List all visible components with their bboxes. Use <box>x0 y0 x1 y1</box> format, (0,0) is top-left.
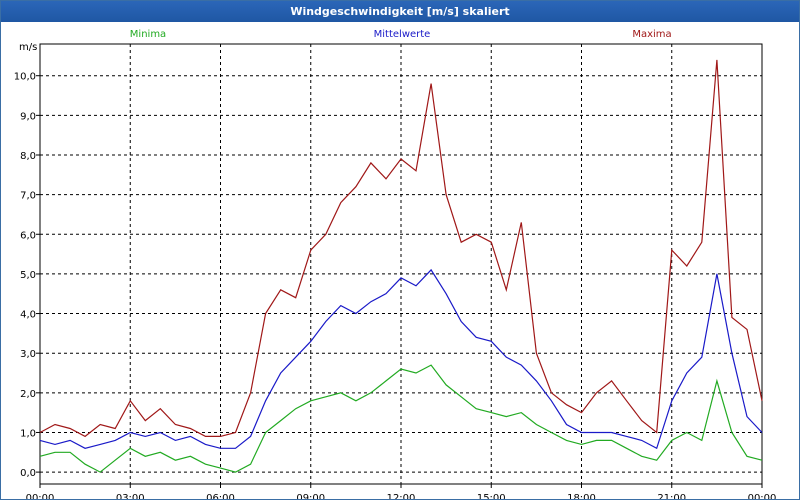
x-tick-time-label: 03:00 <box>116 493 145 499</box>
y-tick-label: 2,0 <box>20 389 36 400</box>
x-tick-time-label: 09:00 <box>296 493 325 499</box>
x-tick-time-label: 15:00 <box>477 493 506 499</box>
x-axis: 00:0029.05.1803:0029.05.1806:0029.05.180… <box>26 484 777 499</box>
series-lines <box>39 59 763 473</box>
series-line-minima <box>39 364 763 473</box>
y-tick-label: 7,0 <box>20 191 36 202</box>
x-tick-time-label: 18:00 <box>567 493 596 499</box>
y-tick-label: 4,0 <box>20 310 36 321</box>
y-axis: 0,0 1,0 2,0 3,0 4,0 5,0 6,0 7,0 8,0 9,0 10,0 <box>14 72 40 479</box>
y-tick-label: 9,0 <box>20 111 36 122</box>
series-line-maxima <box>39 59 763 438</box>
y-tick-label: 1,0 <box>20 428 36 439</box>
x-tick-time-label: 21:00 <box>657 493 686 499</box>
y-tick-label: 6,0 <box>20 230 36 241</box>
x-tick-time-label: 00:00 <box>748 493 777 499</box>
y-tick-label: 8,0 <box>20 151 36 162</box>
legend-mittelwerte: Mittelwerte <box>374 29 431 40</box>
x-tick-time-label: 00:00 <box>26 493 55 499</box>
wind-speed-chart: 0,0 1,0 2,0 3,0 4,0 5,0 6,0 7,0 8,0 9,0 10,0 00:00… <box>14 29 777 499</box>
x-tick-time-label: 06:00 <box>206 493 235 499</box>
y-tick-label: 10,0 <box>14 72 36 83</box>
y-tick-label: 0,0 <box>20 468 36 479</box>
y-tick-label: 5,0 <box>20 270 36 281</box>
series-line-mittelwerte <box>39 268 763 450</box>
legend-minima: Minima <box>130 29 166 40</box>
window-title: Windgeschwindigkeit [m/s] skaliert <box>1 1 799 22</box>
y-tick-label: 3,0 <box>20 349 36 360</box>
y-axis-unit-label: m/s <box>19 42 37 53</box>
legend-maxima: Maxima <box>632 29 671 40</box>
x-tick-time-label: 12:00 <box>387 493 416 499</box>
